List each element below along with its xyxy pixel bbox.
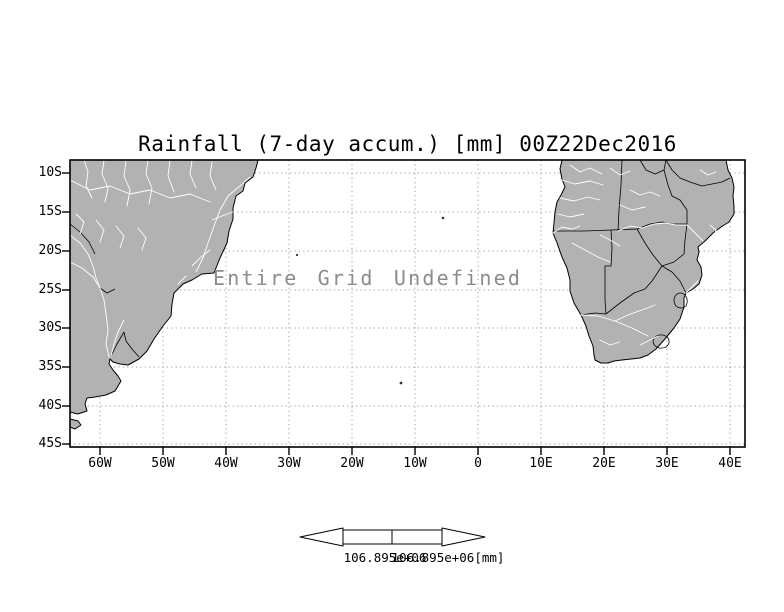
- lon-label-30w: 30W: [277, 456, 301, 471]
- grid-undefined-message: Entire Grid Undefined: [213, 266, 523, 290]
- landmass-southern-africa: [552, 159, 735, 364]
- map-frame: [69, 159, 746, 448]
- lon-label-60w: 60W: [88, 456, 112, 471]
- lon-label-10w: 10W: [403, 456, 427, 471]
- landmass-south-america: [69, 159, 259, 415]
- lon-label-20e: 20E: [592, 456, 616, 471]
- colorbar-unit: [mm]: [474, 550, 505, 565]
- colorbar-left-arrow: [299, 527, 344, 547]
- lat-label-10s: 10S: [38, 165, 62, 180]
- colorbar-right-arrow: [441, 527, 486, 547]
- rivers: [69, 159, 717, 358]
- lat-label-15s: 15S: [38, 204, 62, 219]
- landmass-patagonia-fragment: [69, 418, 82, 430]
- colorbar-tick-right: 106.895e+06[mm]: [373, 550, 523, 565]
- lat-label-25s: 25S: [38, 282, 62, 297]
- axis-ticks: [62, 172, 731, 455]
- lat-label-40s: 40S: [38, 398, 62, 413]
- lon-label-40w: 40W: [214, 456, 238, 471]
- colorbar-tick-left: 106.895e+06: [343, 550, 427, 565]
- plot-title: Rainfall (7-day accum.) [mm] 00Z22Dec201…: [138, 132, 677, 156]
- lon-label-50w: 50W: [151, 456, 175, 471]
- country-borders: [69, 159, 731, 358]
- landmasses: [69, 159, 735, 430]
- island-dots: [295, 216, 445, 385]
- lat-label-35s: 35S: [38, 359, 62, 374]
- colorbar-tick-right-value: 106.895e+06: [391, 550, 475, 565]
- lat-label-20s: 20S: [38, 243, 62, 258]
- lon-label-10e: 10E: [529, 456, 553, 471]
- lat-label-30s: 30S: [38, 320, 62, 335]
- lon-label-40e: 40E: [718, 456, 742, 471]
- lon-label-20w: 20W: [340, 456, 364, 471]
- lon-label-30e: 30E: [655, 456, 679, 471]
- lon-label-0: 0: [474, 456, 482, 471]
- colorbar-shape: [299, 527, 486, 547]
- lat-label-45s: 45S: [38, 436, 62, 451]
